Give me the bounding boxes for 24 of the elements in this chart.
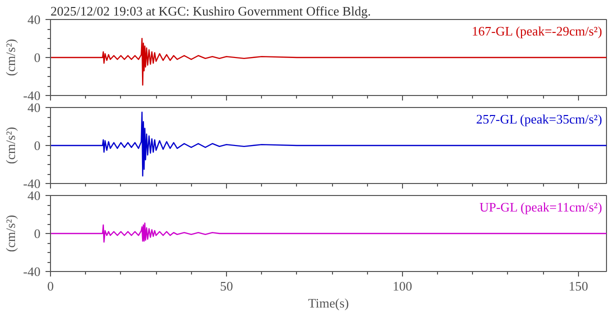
y-tick-label: -40 bbox=[23, 88, 41, 103]
series-label: 257-GL (peak=35cm/s²) bbox=[476, 112, 602, 126]
y-tick-label: -40 bbox=[23, 264, 41, 279]
y-tick-label: 40 bbox=[28, 188, 40, 203]
y-tick-label: 0 bbox=[34, 226, 40, 241]
x-tick-label: 150 bbox=[568, 278, 588, 294]
x-tick-label: 50 bbox=[220, 278, 233, 294]
y-tick-label: 40 bbox=[28, 12, 40, 27]
chart-title: 2025/12/02 19:03 at KGC: Kushiro Government Office Bldg. bbox=[50, 4, 371, 18]
line-series bbox=[50, 112, 606, 176]
line-series bbox=[50, 38, 606, 86]
y-tick-label: 0 bbox=[34, 50, 40, 65]
x-tick-label: 0 bbox=[47, 278, 54, 294]
line-series bbox=[50, 222, 606, 243]
y-tick-label: -40 bbox=[23, 176, 41, 191]
series-label: UP-GL (peak=11cm/s²) bbox=[479, 200, 602, 214]
series-label: 167-GL (peak=-29cm/s²) bbox=[472, 24, 602, 38]
y-axis-title: (cm/s²) bbox=[3, 214, 18, 252]
y-tick-label: 40 bbox=[28, 100, 40, 115]
y-axis-title: (cm/s²) bbox=[3, 126, 18, 164]
y-tick-label: 0 bbox=[34, 138, 40, 153]
x-tick-label: 100 bbox=[392, 278, 412, 294]
x-axis-title: Time(s) bbox=[308, 296, 349, 310]
y-axis-title: (cm/s²) bbox=[3, 38, 18, 76]
